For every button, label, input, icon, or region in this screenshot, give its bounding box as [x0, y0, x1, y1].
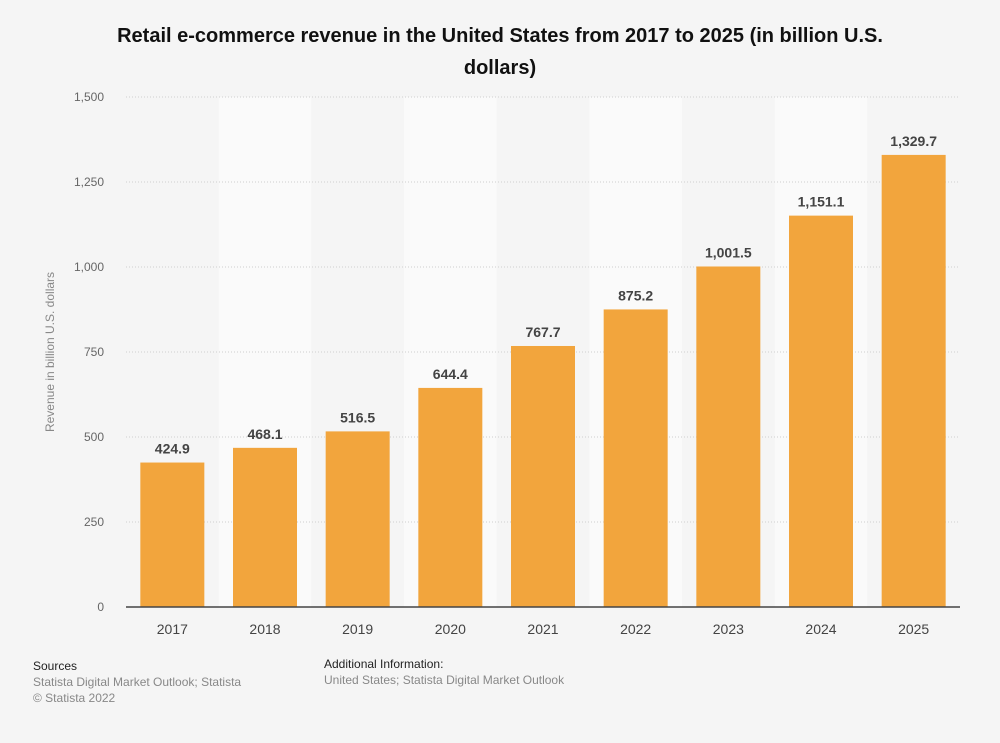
bar-2020 — [418, 387, 483, 607]
bar-2022 — [603, 309, 668, 607]
bar-2023 — [696, 266, 761, 607]
y-tick-label: 750 — [84, 345, 104, 359]
data-label: 1,329.7 — [890, 133, 937, 149]
x-tick-label: 2025 — [898, 621, 929, 637]
data-label: 1,001.5 — [705, 244, 752, 260]
sources-heading: Sources — [33, 659, 78, 673]
data-label: 644.4 — [433, 366, 468, 382]
y-tick-label: 250 — [84, 515, 104, 529]
y-tick-label: 500 — [84, 430, 104, 444]
additional-info-heading: Additional Information: — [324, 657, 444, 671]
data-label: 767.7 — [525, 324, 560, 340]
x-tick-label: 2021 — [527, 621, 558, 637]
y-tick-label: 1,000 — [74, 260, 104, 274]
x-tick-label: 2024 — [805, 621, 836, 637]
y-axis-label: Revenue in billion U.S. dollars — [43, 272, 57, 432]
data-label: 1,151.1 — [798, 194, 845, 210]
x-tick-label: 2017 — [157, 621, 188, 637]
chart-title: Retail e-commerce revenue in the United … — [117, 25, 883, 79]
sources-text[interactable]: Statista Digital Market Outlook; Statist… — [33, 675, 242, 689]
data-label: 468.1 — [247, 426, 282, 442]
y-tick-label: 0 — [97, 600, 104, 614]
y-tick-label: 1,250 — [74, 175, 104, 189]
bar-2025 — [881, 154, 946, 608]
x-tick-label: 2018 — [249, 621, 280, 637]
data-label: 516.5 — [340, 409, 375, 425]
sources-block: Sources Statista Digital Market Outlook;… — [33, 658, 241, 706]
data-label: 875.2 — [618, 287, 653, 303]
data-label: 424.9 — [155, 441, 190, 457]
additional-info-text: United States; Statista Digital Market O… — [324, 673, 565, 687]
bar-2018 — [233, 447, 297, 607]
bar-2017 — [140, 462, 205, 607]
bar-2024 — [789, 215, 853, 607]
y-tick-label: 1,500 — [74, 90, 104, 104]
bar-2019 — [325, 431, 390, 607]
x-tick-label: 2022 — [620, 621, 651, 637]
x-tick-label: 2023 — [713, 621, 744, 637]
copyright: © Statista 2022 — [33, 691, 116, 705]
x-tick-label: 2020 — [435, 621, 466, 637]
additional-info-block: Additional Information: United States; S… — [324, 656, 564, 688]
bar-2021 — [511, 345, 575, 607]
x-tick-label: 2019 — [342, 621, 373, 637]
